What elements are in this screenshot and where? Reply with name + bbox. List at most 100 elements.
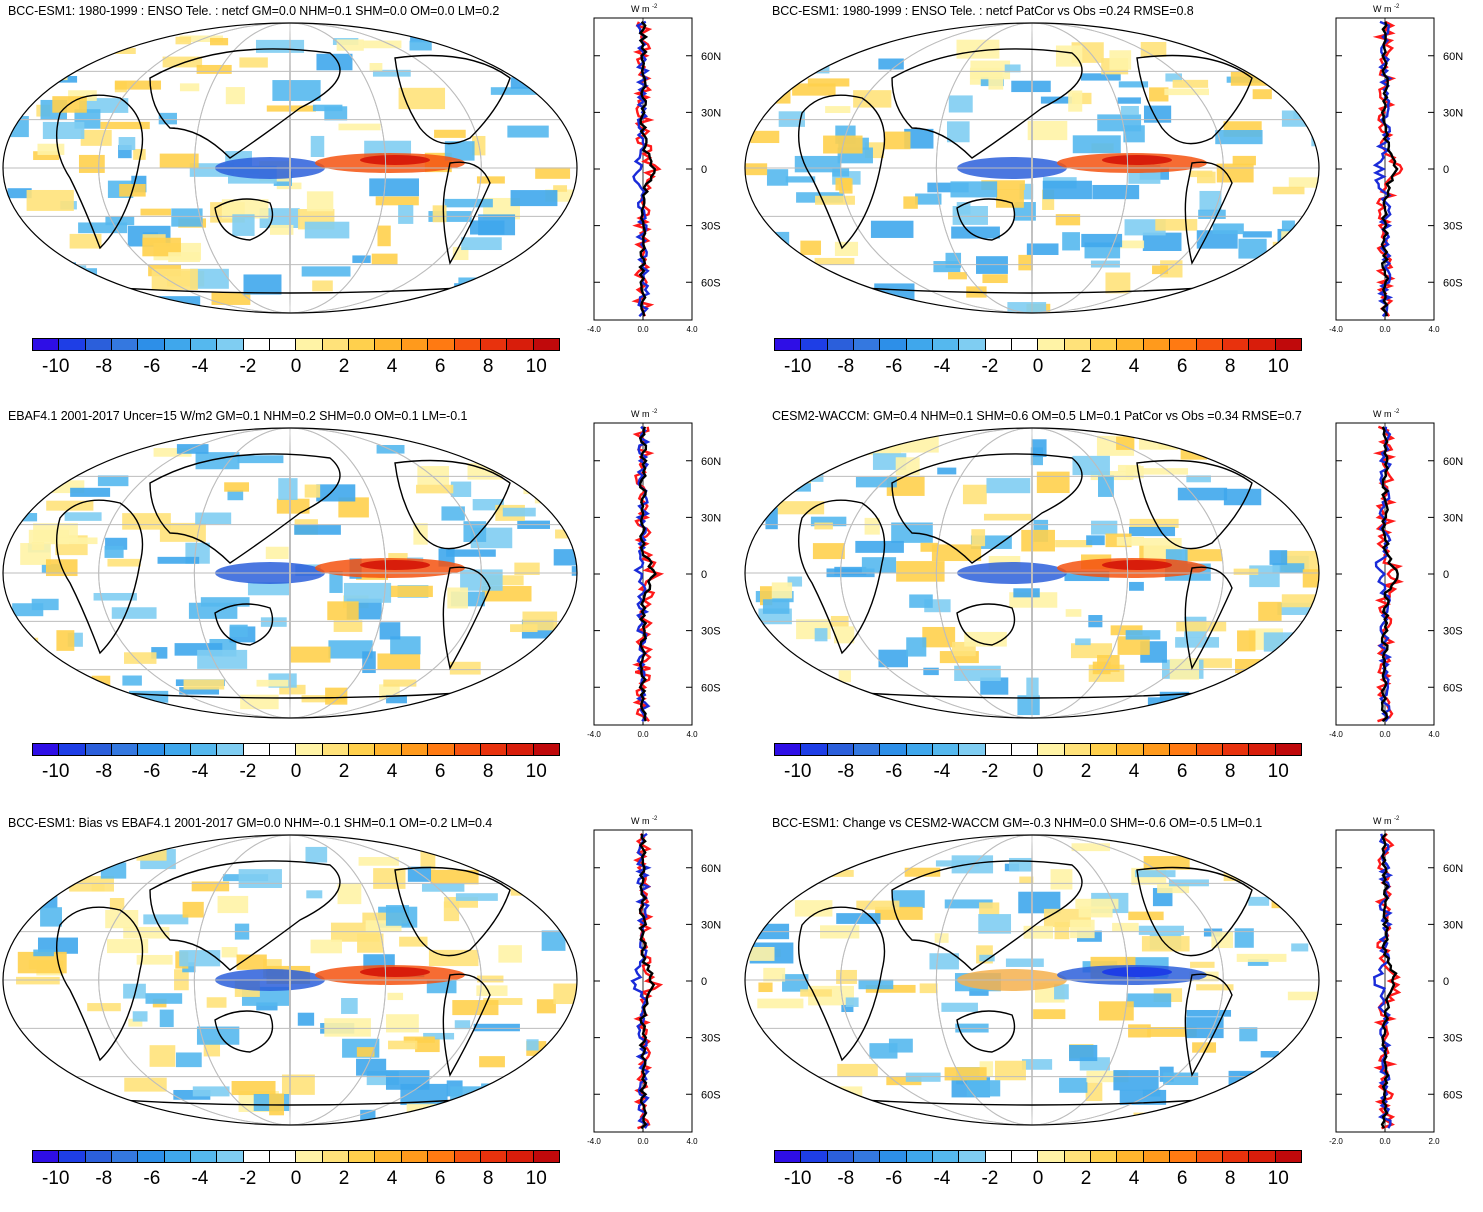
colorbar-swatch (985, 744, 1013, 755)
anomaly-patch (469, 437, 507, 450)
anomaly-patch (111, 607, 157, 619)
anomaly-patch (363, 40, 402, 49)
anomaly-patch (336, 39, 364, 51)
anomaly-patch (571, 566, 577, 576)
colorbar-label: 10 (525, 356, 547, 377)
panel-title: EBAF4.1 2001-2017 Uncer=15 W/m2 GM=0.1 N… (8, 409, 468, 423)
map-border (2, 834, 578, 1126)
anomaly-patch (105, 909, 139, 929)
anomaly-patch (509, 690, 557, 706)
colorbar-swatch (401, 744, 429, 755)
anomaly-patch (923, 667, 939, 676)
anomaly-patch (937, 467, 957, 475)
anomaly-patch (1116, 436, 1135, 450)
anomaly-patch (1283, 34, 1297, 56)
colorbar-label: 2 (338, 356, 350, 377)
anomaly-patch (297, 1012, 315, 1026)
anomaly-patch (1302, 569, 1319, 588)
lat-tick-label: 60S (1443, 682, 1463, 694)
lat-tick-label: 60N (1443, 51, 1463, 63)
colorbar-label: -6 (885, 761, 903, 782)
colorbar-label: -2 (239, 356, 257, 377)
lat-tick-label: 60S (1443, 1089, 1463, 1101)
anomaly-patch (256, 1002, 278, 1011)
colorbar-label: -2 (981, 356, 999, 377)
anomaly-patch (1223, 488, 1262, 506)
anomaly-patch (39, 1077, 68, 1091)
anomaly-patch (1247, 959, 1269, 966)
anomaly-patch (375, 196, 419, 206)
anomaly-patch (1265, 871, 1309, 883)
colorbar-swatch (1064, 1151, 1092, 1162)
coastline (1136, 54, 1253, 145)
anomaly-patch (762, 295, 797, 311)
colorbar-swatch (454, 1151, 481, 1162)
anomaly-patch (9, 48, 44, 65)
colorbar-swatch (933, 339, 960, 350)
anomaly-patch (464, 298, 496, 308)
anomaly-patch (750, 130, 780, 144)
colorbar-swatch (217, 1151, 244, 1162)
anomaly-patch (1288, 177, 1319, 188)
anomaly-patch (40, 907, 62, 927)
anomaly-patch (1117, 97, 1141, 104)
colorbar-swatch (1222, 1151, 1250, 1162)
lat-tick-label: 30N (701, 512, 721, 524)
anomaly-patch (107, 558, 141, 567)
anomaly-patch (775, 840, 810, 858)
colorbar-label: 4 (1128, 1168, 1140, 1189)
colorbar-label: -10 (784, 356, 812, 377)
anomaly-patch (904, 867, 941, 877)
anomaly-patch (1277, 661, 1305, 681)
anomaly-patch (124, 652, 157, 664)
coastline (149, 860, 341, 971)
colorbar-swatch (880, 1151, 907, 1162)
colorbar-label: 6 (1176, 761, 1188, 782)
colorbar-label: -6 (885, 356, 903, 377)
anomaly-patch (1297, 54, 1319, 74)
anomaly-patch (51, 537, 98, 545)
map-panel: BCC-ESM1: 1980-1999 : ENSO Tele. : netcf… (742, 0, 1483, 400)
anomaly-patch (824, 283, 849, 299)
anomaly-patch (31, 598, 59, 611)
colorbar-swatch (85, 744, 113, 755)
anomaly-patch (1280, 1094, 1309, 1101)
x-tick-label: 2.0 (1428, 1137, 1440, 1146)
anomaly-patch (338, 497, 369, 518)
colorbar-swatch (59, 744, 86, 755)
anomaly-patch (269, 224, 294, 235)
anomaly-patch (69, 233, 102, 249)
colorbar-swatch (933, 1151, 960, 1162)
anomaly-patch (225, 87, 245, 105)
anomaly-patch (1279, 689, 1311, 703)
anomaly-patch (3, 1056, 21, 1076)
anomaly-patch (18, 513, 38, 522)
colorbar-swatch (507, 744, 534, 755)
anomaly-patch (1021, 529, 1055, 552)
anomaly-patch (362, 912, 408, 924)
anomaly-patch (804, 869, 854, 877)
anomaly-patch (1090, 260, 1120, 268)
anomaly-patch (895, 457, 920, 476)
colorbar-swatch (854, 1151, 881, 1162)
colorbar-label: -2 (981, 1168, 999, 1189)
anomaly-patch (1295, 1042, 1312, 1061)
anomaly-patch (1140, 42, 1167, 57)
anomaly-patch (1086, 535, 1105, 546)
x-tick-label: -4.0 (587, 730, 601, 739)
anomaly-patch (1019, 876, 1034, 884)
map (744, 22, 1320, 314)
anomaly-patch (35, 865, 73, 878)
anomaly-patch (1195, 1099, 1233, 1116)
anomaly-patch (835, 177, 851, 191)
colorbar-swatch (1170, 744, 1197, 755)
colorbar-swatch (164, 339, 192, 350)
colorbar-swatch (1012, 1151, 1039, 1162)
anomaly-patch (861, 557, 897, 573)
colorbar-label: 0 (290, 356, 302, 377)
colorbar-label: 2 (338, 761, 350, 782)
panel-title: CESM2-WACCM: GM=0.4 NHM=0.1 SHM=0.6 OM=0… (772, 409, 1302, 423)
anomaly-patch (783, 267, 824, 281)
anomaly-patch (17, 951, 67, 974)
anomaly-patch (68, 90, 97, 101)
